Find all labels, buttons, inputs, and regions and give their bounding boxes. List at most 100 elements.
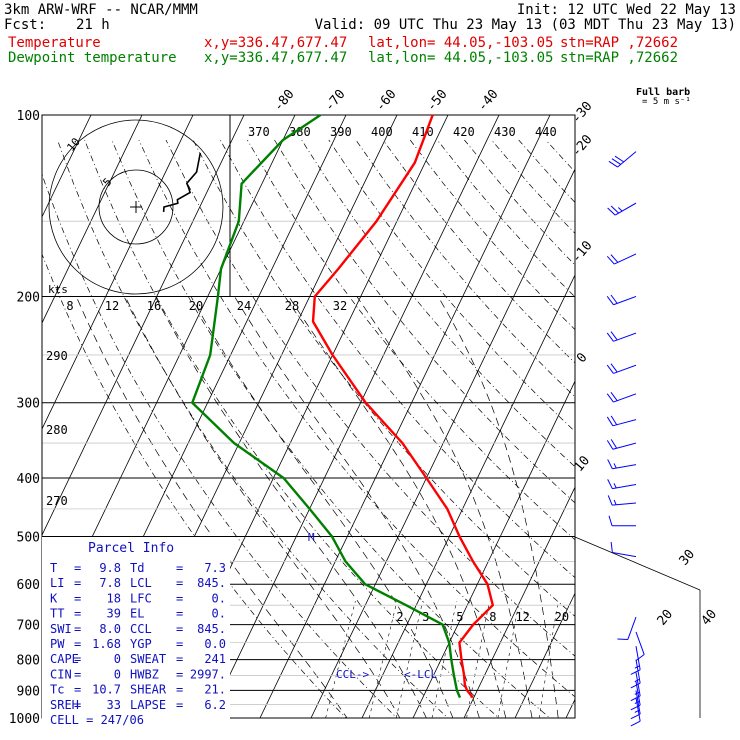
parcel-equals: = (74, 683, 81, 697)
isotherm-label: -70 (322, 87, 349, 115)
mixing-ratio-line (538, 601, 559, 718)
dry-adiabat (247, 139, 575, 541)
barb-key-title: Full barb (636, 87, 690, 98)
dewpoint-station: stn=RAP ,72662 (560, 50, 679, 66)
wind-barb-flag (606, 255, 615, 265)
dry-adiabat (328, 139, 575, 432)
dewpoint-profile (191, 114, 462, 699)
parcel-value: 845. (197, 576, 226, 590)
dry-adiabat (355, 139, 575, 398)
parcel-label: TT (50, 607, 64, 621)
parcel-equals: = (74, 667, 81, 681)
parcel-equals: = (176, 698, 183, 712)
wind-barb-shaft (613, 393, 637, 403)
hodograph-speed-label: 28 (285, 299, 299, 313)
parcel-equals: = (176, 607, 183, 621)
moist-adiabat (437, 296, 559, 718)
parcel-equals: = (74, 591, 81, 605)
wind-barb (610, 542, 637, 558)
dewpoint-legend: Dewpoint temperature (8, 50, 177, 66)
isotherm-label: -10 (569, 238, 596, 266)
wind-barb-shaft (613, 332, 637, 342)
wind-barb-flag (606, 440, 614, 450)
parcel-value: 0. (212, 591, 226, 605)
parcel-value: 7.3 (204, 561, 226, 575)
plot-frame (41, 114, 576, 719)
wind-barb-shaft (613, 296, 637, 306)
isotherm-label: -40 (475, 87, 502, 115)
parcel-label: SWEAT (130, 652, 166, 666)
parcel-value: 0 (114, 652, 121, 666)
parcel-label: SHEAR (130, 683, 167, 697)
isotherm-line (42, 115, 143, 324)
moist-adiabat (356, 296, 533, 718)
parcel-label: SWI (50, 622, 72, 636)
parcel-label: LFC (130, 591, 152, 605)
wind-barb (630, 646, 641, 675)
theta-label: 410 (412, 125, 434, 139)
isotherm-line (565, 698, 575, 718)
moist-adiabat (124, 296, 401, 718)
wind-barb-shaft (612, 442, 637, 450)
wind-barb-flag (606, 393, 614, 403)
wind-barb-flag (630, 669, 641, 675)
pressure-tick-label: 200 (17, 291, 40, 306)
parcel-label: SREH (50, 698, 79, 712)
hodograph-speed-label: 24 (237, 299, 251, 313)
temperature-latlon: lat,lon= 44.05,-103.05 (368, 35, 554, 51)
mixing-ratio-line (325, 601, 356, 718)
pressure-tick-label: 300 (17, 397, 40, 412)
dry-adiabat (42, 253, 347, 718)
parcel-value: 845. (197, 622, 226, 636)
parcel-equals: = (74, 622, 81, 636)
isotherm-label: -20 (569, 132, 596, 160)
moist-adiabat (288, 296, 507, 718)
parcel-equals: = (74, 561, 81, 575)
wind-barb-flag (606, 332, 614, 342)
parcel-cell: CELL = 247/06 (50, 713, 144, 727)
parcel-equals: = (176, 667, 183, 681)
wind-barb-flag (611, 158, 621, 165)
dry-adiabat (437, 139, 575, 298)
theta-label-lower: 290 (46, 349, 68, 363)
wind-barb-flag (610, 363, 618, 373)
wind-barb-flag (610, 254, 619, 263)
isotherm-line (514, 592, 575, 718)
isotherm-label: -60 (373, 87, 400, 115)
theta-label: 400 (371, 125, 393, 139)
isotherm-label: 30 (677, 547, 699, 569)
parcel-label: LCL (130, 576, 152, 590)
wind-barb (607, 459, 637, 470)
parcel-value: 9.8 (99, 561, 121, 575)
theta-label: 380 (289, 125, 311, 139)
parcel-label: LAPSE (130, 698, 166, 712)
parcel-equals: = (176, 561, 183, 575)
moist-adiabat (190, 296, 454, 718)
mixing-ratio-line (368, 601, 398, 718)
theta-label: 370 (248, 125, 270, 139)
wind-barb-half (613, 463, 617, 469)
parcel-value: 39 (107, 607, 121, 621)
mixing-ratio-label: 20 (555, 610, 569, 624)
pressure-tick-label: 1000 (9, 712, 40, 727)
dry-adiabat (274, 139, 575, 504)
wind-barb-flag (630, 720, 641, 727)
hodograph-ring-label: 5 (100, 175, 114, 188)
hodograph-speed-label: 32 (333, 299, 347, 313)
wind-barb (606, 253, 637, 265)
forecast-label: Fcst: (4, 17, 47, 33)
parcel-label: EL (130, 607, 144, 621)
parcel-label: Td (130, 561, 144, 575)
lower-panel-divider (574, 536, 701, 591)
wind-barb-half (613, 499, 617, 505)
dry-adiabat (42, 173, 398, 718)
parcel-label: LI (50, 576, 64, 590)
dewpoint-xy: x,y=336.47,677.47 (204, 50, 348, 66)
pressure-tick-label: 600 (17, 578, 40, 593)
mixing-ratio-label: 5 (456, 610, 463, 624)
mixing-ratio-line (395, 601, 423, 718)
wind-barb-flag (606, 416, 614, 427)
isotherm-line (310, 168, 575, 718)
